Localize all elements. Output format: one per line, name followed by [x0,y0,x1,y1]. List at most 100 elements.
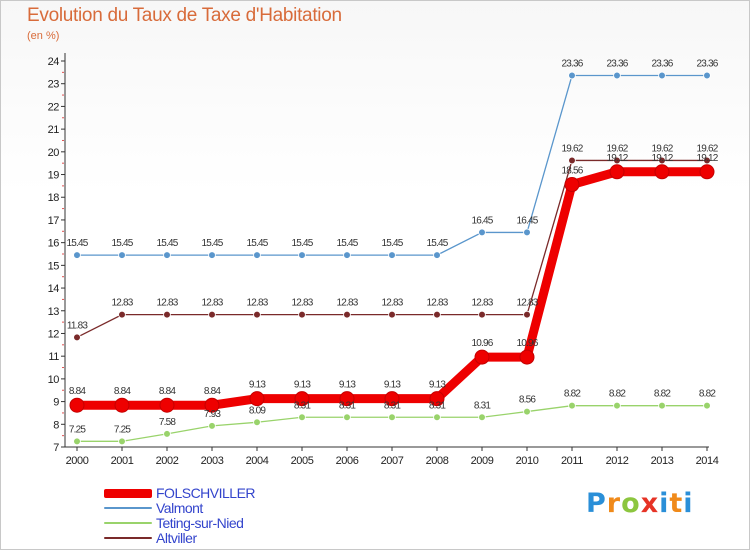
data-label-folschviller: 8.84 [204,386,222,397]
data-label-valmont: 15.45 [291,238,313,249]
point-teting-sur-nied [478,413,486,422]
data-label-teting-sur-nied: 8.31 [294,400,312,411]
y-tick-label: 23 [48,79,60,91]
point-teting-sur-nied [343,413,351,422]
point-valmont [298,251,306,259]
data-label-valmont: 15.45 [66,238,88,249]
point-valmont [388,251,396,259]
point-altviller [388,310,396,319]
data-label-altviller: 19.62 [561,143,583,154]
data-label-altviller: 12.83 [156,298,178,309]
data-label-altviller: 12.83 [516,298,538,309]
x-tick-label: 2005 [291,455,314,467]
point-valmont [433,251,441,259]
point-valmont [163,251,171,259]
series-layer [69,71,715,446]
axes: 7 8 9 10 11 12 13 14 15 16 17 18 19 20 21 22 23 24 2000 200… [48,53,719,467]
point-teting-sur-nied [523,407,531,416]
data-label-altviller: 12.83 [291,298,313,309]
x-tick-label: 2011 [561,455,583,467]
x-tick-label: 2001 [111,455,134,467]
data-label-folschviller: 8.84 [159,386,177,397]
point-folschviller [609,164,625,180]
data-label-valmont: 23.36 [696,59,718,70]
point-folschviller [249,391,265,407]
point-folschviller [429,391,445,407]
data-label-teting-sur-nied: 8.82 [654,389,672,400]
data-label-valmont: 15.45 [201,238,223,249]
data-label-altviller: 12.83 [426,298,448,309]
point-altviller [523,310,531,319]
legend-swatch-folschviller [104,489,152,498]
data-label-folschviller: 18.56 [561,166,583,177]
point-altviller [208,310,216,319]
data-label-valmont: 16.45 [516,215,538,226]
data-label-folschviller: 19.12 [696,153,718,164]
x-tick-label: 2009 [471,455,494,467]
point-valmont [613,71,621,80]
data-label-folschviller: 9.13 [384,380,402,391]
point-teting-sur-nied [73,437,81,446]
data-label-folschviller: 9.13 [249,380,267,391]
data-label-altviller: 12.83 [336,298,358,309]
point-folschviller [339,391,355,407]
point-teting-sur-nied [658,401,666,410]
point-teting-sur-nied [163,430,171,438]
data-label-folschviller: 19.12 [606,153,628,164]
data-label-valmont: 15.45 [381,238,403,249]
x-tick-label: 2006 [336,455,359,467]
x-tick-label: 2014 [696,455,719,467]
point-folschviller [564,177,580,193]
data-label-teting-sur-nied: 7.93 [204,409,222,420]
proxiti-logo: Proxiti [586,488,694,519]
point-teting-sur-nied [298,413,306,422]
point-folschviller [294,391,310,407]
data-labels: 15.45 15.45 15.45 15.45 15.45 15.45 15.45 15.45… [66,59,719,436]
data-label-folschviller: 10.96 [516,338,538,349]
y-tick-label: 18 [48,192,60,204]
series-line-folschviller [77,167,707,410]
point-teting-sur-nied [613,401,621,410]
data-label-teting-sur-nied: 8.31 [474,400,492,411]
x-tick-label: 2013 [651,455,674,467]
series-line-valmont [77,74,707,256]
point-folschviller [204,397,220,413]
data-label-folschviller: 9.13 [429,380,447,391]
y-tick-label: 8 [53,419,59,431]
y-tick-label: 19 [48,170,60,182]
point-valmont [208,251,216,259]
legend-label-valmont: Valmont [156,500,203,516]
point-altviller [73,333,81,342]
data-label-valmont: 16.45 [471,215,493,226]
data-label-valmont: 15.45 [111,238,133,249]
y-tick-label: 9 [53,397,59,409]
x-tick-label: 2003 [201,455,224,467]
data-label-altviller: 19.62 [606,143,628,154]
y-tick-label: 7 [53,442,59,454]
point-teting-sur-nied [118,437,126,446]
x-tick-label: 2012 [606,455,629,467]
data-label-folschviller: 8.84 [69,386,87,397]
x-tick-label: 2000 [66,455,89,467]
point-altviller [433,310,441,319]
data-label-valmont: 23.36 [606,59,628,70]
point-valmont [568,71,576,80]
point-teting-sur-nied [208,422,216,430]
data-label-teting-sur-nied: 8.56 [519,395,537,406]
data-label-teting-sur-nied: 8.82 [699,389,717,400]
data-label-folschviller: 9.13 [294,380,312,391]
y-tick-label: 10 [48,374,60,386]
point-valmont [523,228,531,237]
point-folschviller [474,349,490,365]
data-label-folschviller: 9.13 [339,380,357,391]
x-tick-label: 2007 [381,455,404,467]
point-teting-sur-nied [388,413,396,422]
data-label-altviller: 12.83 [111,298,133,309]
legend-swatch-teting-sur-nied [104,522,152,524]
data-label-valmont: 15.45 [426,238,448,249]
point-altviller [343,310,351,319]
y-tick-label: 17 [48,215,60,227]
point-valmont [703,71,711,80]
point-altviller [478,310,486,319]
x-tick-label: 2004 [246,455,269,467]
